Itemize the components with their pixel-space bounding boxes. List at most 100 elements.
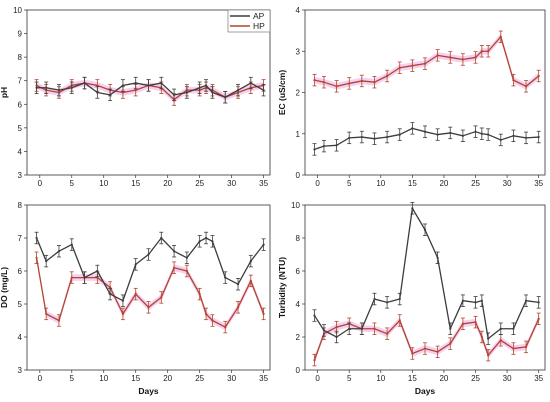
ec-xtick-label: 10 [376, 179, 385, 188]
do-xtick-label: 30 [227, 374, 236, 383]
do-hp-point [147, 306, 150, 309]
do-hp-band [36, 254, 264, 331]
ph-ap-point [262, 89, 265, 92]
turbidity-ytick-label: 4 [296, 300, 301, 309]
turbidity-hp-point [499, 339, 502, 342]
turbidity-hp-point [449, 342, 452, 345]
ph-ap-point [35, 86, 38, 89]
ec-hp-point [499, 35, 502, 38]
do-hp-point [236, 306, 240, 309]
ec-hp-line [314, 36, 540, 87]
do-ylabel: DO (mg/L) [0, 267, 9, 308]
do-hp-line [35, 257, 265, 328]
ph-hp-point [96, 84, 99, 87]
ec-ap-point [322, 145, 326, 148]
turbidity-ap-point [480, 299, 483, 302]
turbidity-ap-point [313, 314, 316, 317]
turbidity-ap-point [512, 327, 515, 330]
ph-ylabel: pH [0, 87, 9, 98]
do-xlabel: Days [138, 386, 159, 396]
do-hp-point [211, 319, 214, 322]
do-ytick-label: 6 [18, 267, 23, 276]
ph-xtick-label: 25 [195, 179, 204, 188]
ec-ap-point [449, 131, 452, 135]
ec-ap-point [436, 133, 439, 136]
do-ap-point [198, 240, 201, 243]
ec-ytick-label: 0 [296, 171, 301, 180]
ec-hp-point [524, 85, 528, 88]
turbidity-ap-point [360, 327, 363, 330]
do-ytick-label: 3 [18, 366, 23, 375]
turbidity-ap-point [487, 337, 490, 340]
turbidity-ytick-label: 6 [296, 267, 301, 276]
ec-ap-point [474, 130, 477, 133]
ph-ap-point [96, 91, 99, 94]
ph-ap-point [134, 81, 137, 85]
ec-hp-point [537, 74, 540, 78]
turbidity-ytick-label: 10 [291, 201, 300, 210]
ec-plot-frame [304, 9, 546, 176]
ph-ap-point [147, 84, 150, 87]
do-ytick-label: 7 [18, 234, 23, 243]
turbidity-hp-point [423, 347, 427, 350]
turbidity-hp-point [335, 326, 338, 329]
legend-ap-label: AP [253, 11, 265, 21]
ph-ap-line [36, 82, 264, 98]
do-ap-point [57, 250, 61, 253]
ph-ytick-label: 9 [18, 30, 23, 39]
ph-ap-point [204, 84, 208, 87]
ec-xtick-label: 0 [315, 179, 320, 188]
do-ytick-label: 8 [18, 201, 23, 210]
ph-xtick-label: 0 [38, 179, 43, 188]
do-hp-point [121, 312, 125, 315]
ph-xtick-label: 20 [163, 179, 172, 188]
ec-xtick-label: 20 [439, 179, 448, 188]
turbidity-xtick-label: 15 [408, 374, 417, 383]
ph-ap-point [224, 96, 227, 99]
do-ytick-label: 4 [18, 333, 23, 342]
turbidity-xtick-label: 30 [503, 374, 512, 383]
ec-xtick-label: 30 [503, 179, 512, 188]
ph-ap-point [211, 91, 214, 94]
ph-panel: 3 4 5 6 7 8 9 10 0 5 10 15 20 25 30 35 pH [0, 6, 271, 188]
legend: AP HP [227, 9, 271, 33]
do-ap-point [121, 299, 125, 302]
ec-ap-point [487, 133, 490, 136]
ph-ap-point [198, 86, 201, 89]
do-ap-point [70, 243, 73, 246]
ec-ap-point [373, 137, 376, 140]
ec-ap-point [360, 135, 363, 139]
ec-hp-point [449, 56, 452, 59]
ec-ap-point [411, 127, 414, 130]
ph-xtick-label: 15 [131, 179, 140, 188]
do-hp-point [172, 266, 176, 269]
turbidity-hp-band [314, 315, 539, 364]
do-ap-point [147, 253, 150, 256]
do-ap-point [160, 236, 163, 240]
ec-hp-point [411, 64, 414, 67]
ec-hp-point [373, 81, 376, 84]
ec-ap-point [480, 132, 483, 135]
ec-ap-point [512, 134, 515, 137]
turbidity-xtick-label: 20 [439, 374, 448, 383]
turbidity-hp-point [474, 321, 477, 324]
do-hp-point [57, 319, 61, 322]
ec-hp-point [461, 58, 464, 61]
turbidity-hp-point [512, 347, 515, 350]
ec-ap-point [386, 135, 389, 139]
turbidity-hp-point [313, 359, 316, 362]
ec-hp-point [487, 50, 490, 53]
turbidity-ap-point [436, 256, 439, 259]
ec-xtick-label: 35 [534, 179, 543, 188]
ec-hp-point [386, 74, 389, 78]
ec-hp-point [423, 62, 427, 65]
turbidity-ap-point [461, 299, 464, 302]
turbidity-ylabel: Turbidity (NTU) [277, 257, 287, 318]
ph-hp-point [121, 91, 125, 94]
do-plot-frame [26, 204, 271, 371]
do-ap-point [172, 250, 176, 253]
do-xtick-label: 35 [259, 374, 268, 383]
do-hp-point [134, 293, 137, 296]
ec-hp-point [474, 56, 477, 59]
do-ap-point [236, 283, 240, 286]
